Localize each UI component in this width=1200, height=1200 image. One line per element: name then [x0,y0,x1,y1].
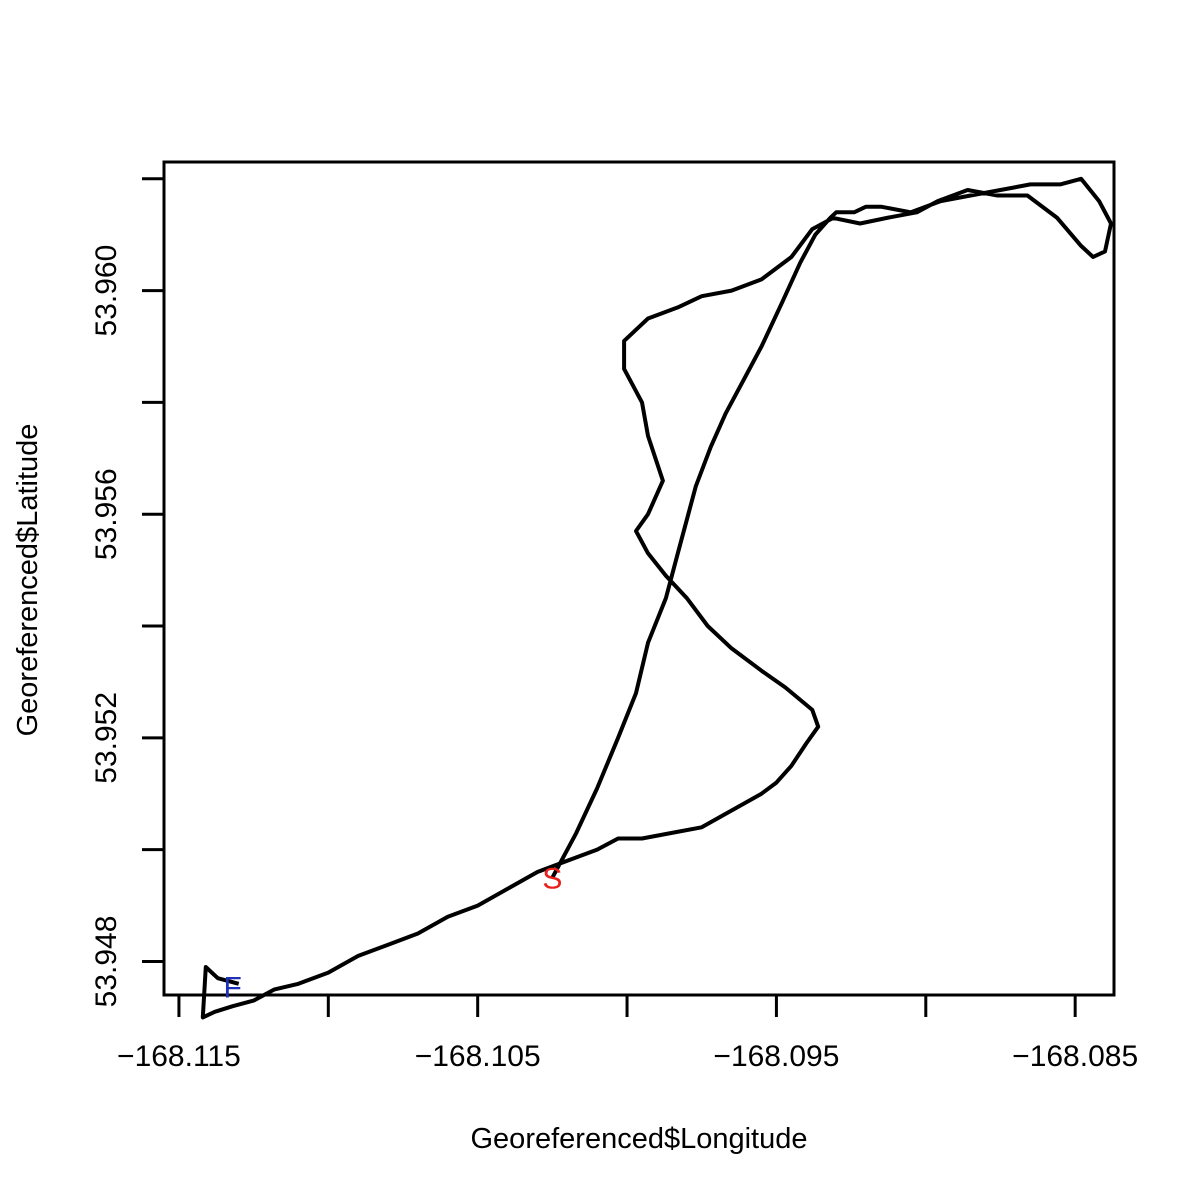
x-tick-label: −168.085 [1012,1040,1138,1073]
plot-frame [162,160,1116,997]
y-tick-label: 53.956 [90,468,123,560]
y-axis: 53.948 53.952 53.956 53.960 [90,177,166,1008]
start-marker: S [542,863,562,896]
finish-marker: F [224,972,242,1005]
x-axis: −168.115 −168.105 −168.095 −168.085 [117,993,1138,1073]
track-line [200,176,1113,1020]
y-tick-label: 53.948 [90,916,123,1008]
annotations: SF [224,863,563,1005]
x-tick-label: −168.115 [117,1040,241,1073]
x-tick-label: −168.095 [713,1040,839,1073]
x-tick-label: −168.105 [415,1040,541,1073]
x-axis-label: Georeferenced$Longitude [471,1123,808,1155]
y-tick-label: 53.952 [90,692,123,784]
y-tick-label: 53.960 [90,245,123,337]
y-axis-label: Georeferenced$Latitude [12,424,44,737]
